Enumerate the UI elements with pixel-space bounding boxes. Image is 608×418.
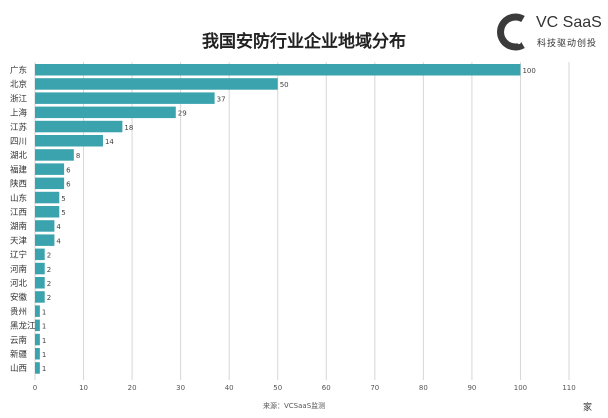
x-tick-label: 80 bbox=[419, 384, 428, 392]
category-label: 河南 bbox=[10, 264, 27, 275]
x-tick-label: 110 bbox=[562, 384, 575, 392]
x-tick-label: 20 bbox=[128, 384, 137, 392]
category-label: 江苏 bbox=[10, 122, 28, 133]
bar bbox=[35, 262, 45, 275]
value-label: 1 bbox=[42, 308, 46, 316]
bar bbox=[35, 191, 60, 204]
bar bbox=[35, 106, 176, 119]
source-note: 来源：VCSaaS监测 bbox=[263, 402, 326, 410]
category-label: 山西 bbox=[10, 363, 27, 374]
category-label: 河北 bbox=[10, 278, 28, 289]
category-label: 辽宁 bbox=[10, 250, 27, 261]
x-tick-label: 30 bbox=[176, 384, 185, 392]
bar bbox=[35, 319, 40, 332]
value-label: 4 bbox=[56, 237, 61, 245]
category-label: 福建 bbox=[10, 164, 28, 175]
vc-saas-logo-icon bbox=[497, 13, 531, 51]
category-label: 山东 bbox=[10, 193, 27, 204]
bar bbox=[35, 348, 40, 360]
x-tick-label: 10 bbox=[79, 384, 88, 392]
chart-title: 我国安防行业企业地域分布 bbox=[202, 32, 406, 52]
x-tick-label: 90 bbox=[467, 384, 476, 392]
x-tick-label: 60 bbox=[322, 384, 331, 392]
category-label: 四川 bbox=[10, 137, 27, 147]
bar bbox=[35, 291, 45, 303]
value-label: 4 bbox=[56, 223, 61, 231]
category-label: 上海 bbox=[10, 108, 28, 119]
category-label: 广东 bbox=[10, 65, 27, 76]
category-label: 天津 bbox=[10, 235, 28, 246]
value-label: 5 bbox=[61, 209, 65, 217]
x-tick-label: 100 bbox=[514, 384, 527, 392]
category-label: 陕西 bbox=[10, 179, 27, 190]
bar bbox=[35, 149, 74, 161]
value-label: 50 bbox=[280, 81, 289, 89]
bar bbox=[35, 120, 123, 133]
category-label: 新疆 bbox=[10, 349, 28, 360]
bar bbox=[35, 362, 40, 374]
category-label: 北京 bbox=[10, 79, 27, 90]
value-label: 6 bbox=[66, 166, 71, 174]
value-label: 2 bbox=[47, 294, 51, 302]
value-label: 2 bbox=[47, 252, 51, 260]
category-label: 云南 bbox=[10, 335, 27, 346]
category-label: 黑龙江 bbox=[10, 321, 36, 332]
bar bbox=[35, 163, 65, 175]
bar bbox=[35, 277, 45, 289]
value-label: 1 bbox=[42, 351, 46, 359]
value-label: 29 bbox=[178, 110, 187, 118]
bar bbox=[35, 248, 45, 261]
value-label: 2 bbox=[47, 280, 51, 288]
bar bbox=[35, 177, 65, 190]
x-tick-label: 70 bbox=[370, 384, 379, 392]
axis-unit-label: 家 bbox=[583, 403, 593, 413]
x-tick-label: 40 bbox=[225, 384, 234, 392]
value-label: 2 bbox=[47, 266, 51, 274]
x-tick-label: 0 bbox=[33, 384, 37, 392]
category-label: 湖北 bbox=[10, 151, 28, 161]
bar bbox=[35, 64, 521, 76]
logo-subtitle: 科技驱动创投 bbox=[537, 39, 598, 49]
category-label: 浙江 bbox=[10, 93, 28, 104]
bar bbox=[35, 333, 40, 346]
value-label: 37 bbox=[217, 95, 226, 103]
bar bbox=[35, 78, 278, 90]
x-tick-label: 50 bbox=[273, 384, 282, 392]
bar bbox=[35, 92, 215, 104]
value-label: 5 bbox=[61, 195, 65, 203]
category-label: 贵州 bbox=[10, 306, 27, 317]
bar bbox=[35, 234, 55, 246]
category-label: 湖南 bbox=[10, 221, 27, 232]
value-label: 100 bbox=[522, 67, 535, 75]
value-label: 1 bbox=[42, 365, 46, 373]
bar bbox=[35, 206, 60, 218]
value-label: 14 bbox=[105, 138, 114, 146]
value-label: 1 bbox=[42, 337, 46, 345]
value-label: 8 bbox=[76, 152, 80, 160]
category-label: 安徽 bbox=[10, 292, 28, 303]
bar bbox=[35, 220, 55, 232]
value-label: 6 bbox=[66, 181, 71, 189]
logo-text: VC SaaS bbox=[536, 14, 602, 31]
bar bbox=[35, 135, 103, 147]
value-label: 18 bbox=[124, 124, 133, 132]
category-label: 江西 bbox=[10, 208, 27, 218]
value-label: 1 bbox=[42, 323, 46, 331]
bar bbox=[35, 305, 40, 317]
